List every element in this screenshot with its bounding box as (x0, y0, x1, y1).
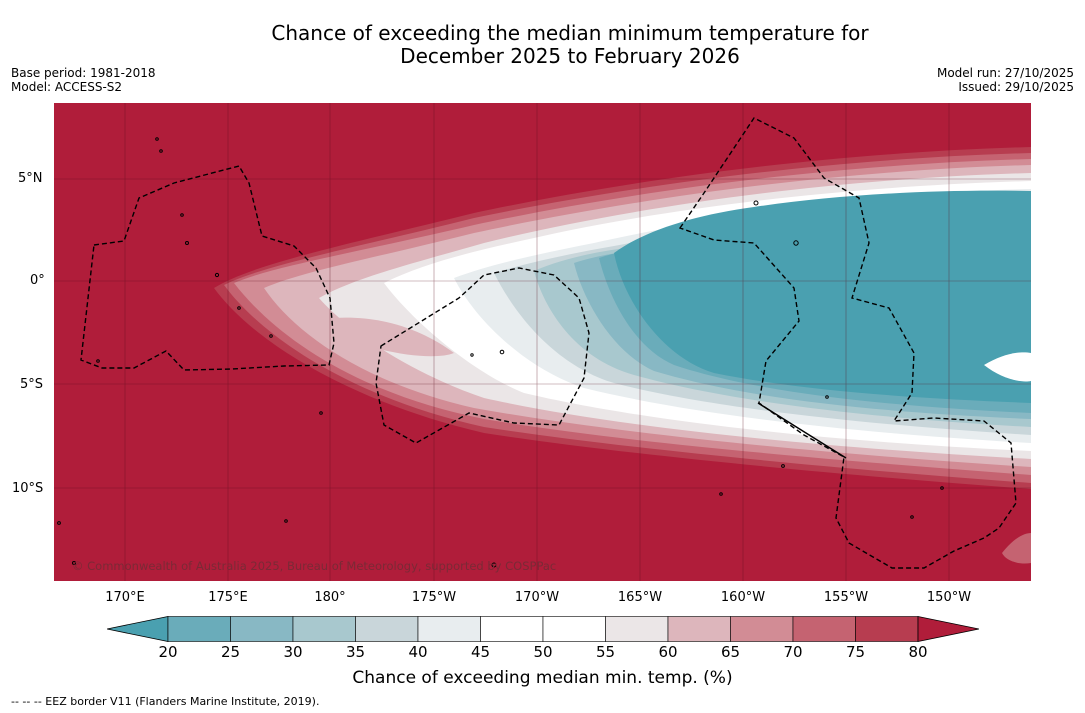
lon-label-180: 180° (314, 590, 346, 605)
lon-label-160w: 160°W (720, 590, 766, 605)
colorbar-bin (667, 616, 731, 642)
island (499, 349, 505, 355)
meta-left: Base period: 1981-2018 Model: ACCESS-S2 (11, 66, 156, 94)
island (940, 486, 944, 490)
island (753, 200, 759, 206)
model-run: Model run: 27/10/2025 (936, 66, 1074, 80)
colorbar-tick-label: 25 (220, 643, 241, 661)
island (96, 359, 100, 363)
eez-footnote: -- -- -- EEZ border V11 (Flanders Marine… (11, 695, 320, 708)
colorbar-graphic (106, 616, 980, 642)
colorbar-bin (355, 616, 419, 642)
lat-label-0: 0° (30, 273, 45, 288)
eez-solid-segment (757, 402, 847, 459)
lon-label-175w: 175°W (411, 590, 457, 605)
map-plot (54, 103, 1031, 581)
gridlines (54, 103, 1031, 581)
lat-label-10s: 10°S (12, 481, 44, 496)
corner-patch (1002, 533, 1031, 564)
lat-label-5n: 5°N (18, 171, 43, 186)
lat-label-5s: 5°S (20, 377, 44, 392)
colorbar-tick-label: 40 (408, 643, 428, 661)
island (180, 213, 184, 217)
island (237, 306, 241, 310)
colorbar-bin (542, 616, 606, 642)
colorbar-tick-label: 70 (783, 643, 803, 661)
band-20 (614, 190, 1031, 403)
colorbar-tick-label: 60 (658, 643, 678, 661)
island (491, 562, 497, 568)
colorbar-tick-label: 20 (158, 643, 178, 661)
island (470, 353, 474, 357)
title-line-2: December 2025 to February 2026 (400, 44, 740, 68)
island (155, 137, 159, 141)
colorbar-bin (167, 616, 231, 642)
colorbar-bin (417, 616, 481, 642)
colorbar-bin (855, 616, 919, 642)
colorbar-tick-label: 80 (908, 643, 928, 661)
eez-border-east (678, 117, 1017, 569)
colorbar-high-arrow (917, 616, 980, 642)
island (781, 464, 785, 468)
colorbar-tick-label: 55 (595, 643, 616, 661)
title-line-1: Chance of exceeding the median minimum t… (271, 21, 869, 45)
meta-right: Model run: 27/10/2025 Issued: 29/10/2025 (937, 66, 1074, 94)
island (284, 519, 288, 523)
island (72, 561, 76, 565)
island (185, 241, 189, 245)
colorbar-tick-label: 75 (845, 643, 866, 661)
map-title: Chance of exceeding the median minimum t… (0, 22, 1085, 68)
island (57, 521, 61, 525)
inner-pink-patch (334, 317, 454, 357)
colorbar-tick-label: 45 (470, 643, 491, 661)
colorbar-tick-label: 50 (533, 643, 553, 661)
lon-label-175e: 175°E (208, 590, 248, 605)
colorbar (106, 616, 980, 642)
island (910, 515, 914, 519)
island (269, 334, 273, 338)
island (319, 411, 323, 415)
lon-label-165w: 165°W (617, 590, 663, 605)
lon-label-170w: 170°W (514, 590, 560, 605)
inner-white-patch (984, 352, 1031, 382)
model-name: Model: ACCESS-S2 (11, 80, 123, 94)
islands (57, 137, 944, 568)
copyright-text: © Commonwealth of Australia 2025, Bureau… (72, 559, 557, 573)
colorbar-label: Chance of exceeding median min. temp. (%… (352, 668, 733, 688)
issued-date: Issued: 29/10/2025 (958, 80, 1074, 94)
colorbar-bin (230, 616, 294, 642)
eez-borders (80, 117, 1017, 569)
island (214, 272, 220, 278)
island (793, 240, 799, 246)
colorbar-bin (480, 616, 544, 642)
colorbar-tick-label: 65 (720, 643, 741, 661)
island (825, 395, 829, 399)
island (719, 492, 723, 496)
colorbar-low-arrow (106, 616, 169, 642)
colorbar-bin (292, 616, 356, 642)
colorbar-bin (730, 616, 794, 642)
island (159, 149, 163, 153)
eez-border-central (375, 267, 590, 444)
lon-label-150w: 150°W (926, 590, 972, 605)
base-period: Base period: 1981-2018 (11, 66, 156, 80)
colorbar-tick-label: 30 (283, 643, 303, 661)
lon-label-170e: 170°E (105, 590, 145, 605)
colorbar-tick-label: 35 (345, 643, 366, 661)
colorbar-bin (792, 616, 856, 642)
colorbar-bin (605, 616, 669, 642)
lon-label-155w: 155°W (823, 590, 869, 605)
